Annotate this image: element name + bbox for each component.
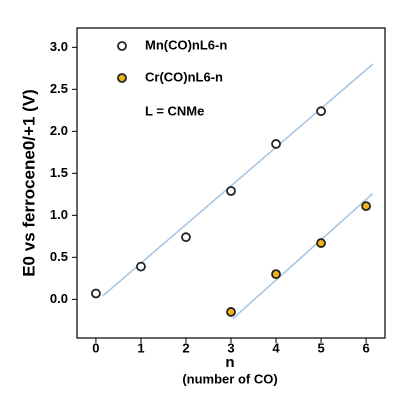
data-point	[361, 201, 371, 212]
data-point	[316, 106, 326, 117]
data-point	[226, 307, 236, 317]
data-point	[226, 186, 236, 196]
data-point	[136, 261, 146, 272]
x-axis-label: n	[225, 354, 234, 371]
data-point	[271, 269, 281, 280]
data-point	[181, 232, 191, 243]
y-tick-label: 1.0	[50, 207, 68, 222]
y-tick-label: 1.5	[50, 165, 68, 180]
x-tick-label: 4	[272, 340, 280, 355]
data-point	[316, 238, 326, 248]
y-tick-label: 3.0	[50, 39, 68, 54]
y-tick-label: 2.0	[50, 123, 68, 138]
x-tick-label: 1	[137, 340, 144, 355]
data-point	[271, 139, 281, 149]
x-axis-note: (number of CO)	[182, 371, 277, 386]
x-tick-label: 0	[92, 340, 99, 355]
fit-line	[232, 192, 374, 320]
legend-marker	[117, 73, 127, 83]
legend-label: Mn(CO)nL6-n	[145, 37, 227, 52]
x-tick-label: 3	[227, 340, 234, 355]
fit-line	[102, 63, 374, 297]
x-tick-label: 6	[362, 340, 369, 355]
x-tick-label: 2	[182, 340, 189, 355]
y-tick-label: 0.5	[50, 249, 68, 264]
x-tick-label: 5	[317, 340, 324, 355]
y-axis-label: E0 vs ferrocene0/+1 (V)	[19, 89, 38, 277]
y-tick-label: 2.5	[50, 81, 68, 96]
y-tick-label: 0.0	[50, 291, 68, 306]
legend-label: Cr(CO)nL6-n	[145, 69, 223, 84]
legend-marker	[117, 41, 127, 51]
annotation: L = CNMe	[145, 103, 204, 118]
data-point	[91, 288, 101, 299]
